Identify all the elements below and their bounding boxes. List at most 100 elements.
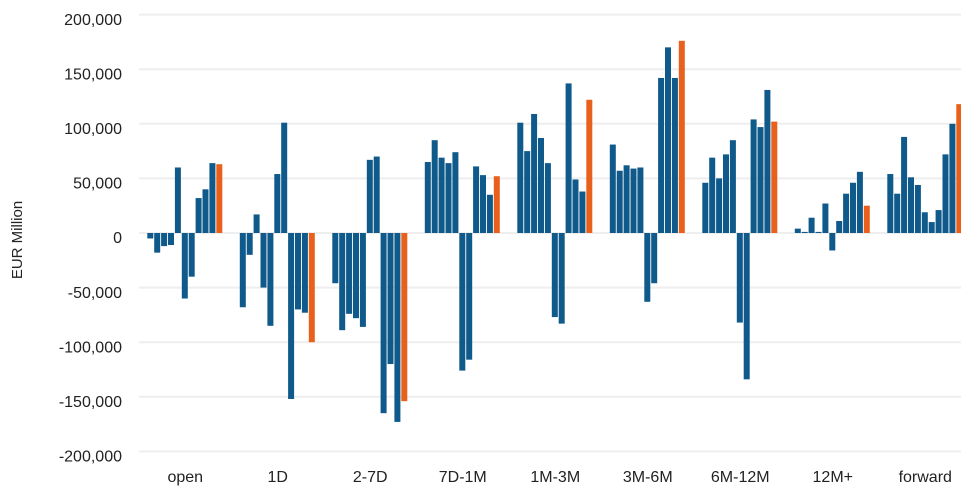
bar xyxy=(921,212,928,233)
bar xyxy=(771,121,778,233)
bar xyxy=(452,152,459,233)
bar xyxy=(757,127,764,233)
bar xyxy=(480,175,486,233)
x-tick-label: 3M-6M xyxy=(623,469,673,486)
bar xyxy=(651,233,658,284)
bar xyxy=(253,214,260,233)
y-axis-title: EUR Million xyxy=(9,201,26,279)
y-tick-label: -100,000 xyxy=(59,339,122,356)
bar xyxy=(928,222,935,233)
bar xyxy=(558,233,565,324)
bar xyxy=(394,233,401,422)
y-tick-label: -50,000 xyxy=(68,285,122,302)
bar xyxy=(609,144,616,233)
bar xyxy=(829,233,836,251)
bar xyxy=(161,233,168,247)
y-tick-label: 150,000 xyxy=(64,66,122,83)
y-tick-label: -200,000 xyxy=(59,449,122,466)
bar xyxy=(267,233,274,326)
bar xyxy=(387,233,394,365)
bar xyxy=(949,123,956,233)
bar xyxy=(764,89,771,233)
bar xyxy=(544,163,551,233)
bar xyxy=(346,233,353,314)
bar xyxy=(836,220,843,233)
bar xyxy=(894,193,901,233)
bar xyxy=(586,99,593,233)
bar xyxy=(850,182,856,233)
bar xyxy=(288,233,295,399)
bar xyxy=(202,189,209,233)
bar xyxy=(750,119,757,233)
bar xyxy=(260,233,267,288)
bar xyxy=(147,233,154,239)
x-tick-label: 6M-12M xyxy=(711,469,770,486)
bar xyxy=(644,233,651,302)
x-tick-label: 1M-3M xyxy=(530,469,580,486)
bar xyxy=(517,122,524,233)
bar xyxy=(863,205,870,233)
bar xyxy=(216,164,223,233)
bar xyxy=(709,157,716,233)
y-tick-label: 100,000 xyxy=(64,121,122,138)
x-tick-label: 1D xyxy=(268,469,288,486)
bar xyxy=(729,140,736,233)
bar xyxy=(281,122,288,233)
bar xyxy=(353,233,359,319)
bar xyxy=(308,233,315,343)
bar xyxy=(332,233,339,284)
bar xyxy=(459,233,466,371)
bar xyxy=(373,156,380,233)
bar xyxy=(723,154,729,233)
bar xyxy=(914,184,921,233)
bar xyxy=(239,233,246,308)
y-tick-label: -150,000 xyxy=(59,394,122,411)
bar xyxy=(794,228,801,233)
bar xyxy=(856,171,863,233)
bar xyxy=(908,177,914,233)
x-tick-label: forward xyxy=(899,469,952,486)
bar xyxy=(401,233,408,402)
bar xyxy=(942,154,949,233)
bar xyxy=(671,77,678,233)
bar xyxy=(572,179,579,233)
bar xyxy=(531,113,538,233)
bar xyxy=(445,163,452,233)
bar xyxy=(209,163,216,233)
bar xyxy=(174,167,181,233)
bar xyxy=(801,231,808,233)
bar xyxy=(665,47,671,233)
bar xyxy=(339,233,346,331)
bar xyxy=(822,203,829,233)
y-tick-label: 0 xyxy=(113,230,122,247)
bar xyxy=(716,178,723,233)
bar xyxy=(154,233,161,253)
x-tick-label: 7D-1M xyxy=(439,469,487,486)
bar xyxy=(538,137,544,233)
bar xyxy=(551,233,558,318)
bar xyxy=(956,104,961,233)
bar xyxy=(623,165,630,233)
bar xyxy=(524,151,531,233)
bar xyxy=(486,194,493,233)
bar xyxy=(579,191,586,233)
bar xyxy=(246,233,253,255)
x-tick-label: open xyxy=(167,469,203,486)
bar xyxy=(301,233,308,313)
bar xyxy=(736,233,743,323)
bar xyxy=(630,168,637,233)
y-tick-label: 50,000 xyxy=(73,176,122,193)
x-tick-label: 2-7D xyxy=(353,469,388,486)
bar xyxy=(935,210,942,233)
bar xyxy=(295,233,301,310)
bar xyxy=(168,233,174,246)
bar xyxy=(431,140,438,233)
bar xyxy=(815,231,822,233)
bar xyxy=(702,182,709,233)
bar xyxy=(678,40,685,233)
bar xyxy=(438,157,445,233)
bar xyxy=(901,136,908,233)
bar xyxy=(424,162,431,233)
